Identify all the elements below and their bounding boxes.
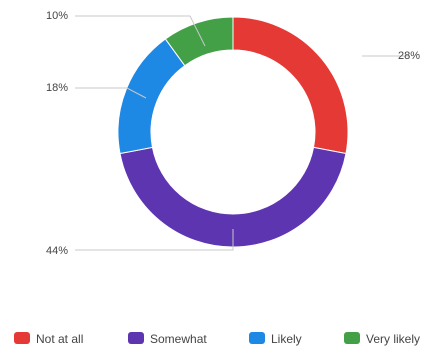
leader-line-likely (75, 87, 147, 99)
data-label-not-at-all: 28% (398, 50, 420, 62)
legend-label-likely: Likely (271, 332, 302, 346)
slice-very-likely (164, 16, 234, 67)
data-label-likely: 18% (46, 82, 68, 94)
leader-line-very-likely (75, 15, 206, 47)
legend-label-not-at-all: Not at all (36, 332, 83, 346)
legend-item-somewhat: Somewhat (128, 332, 207, 346)
legend-swatch-not-at-all (14, 332, 30, 344)
leader-lines (75, 15, 410, 251)
slice-likely (117, 38, 186, 155)
leader-line-somewhat (75, 229, 234, 251)
data-label-very-likely: 10% (46, 10, 68, 22)
slice-not-at-all (232, 16, 349, 155)
donut-slices (117, 16, 349, 248)
legend-label-very-likely: Very likely (366, 332, 420, 346)
legend-swatch-very-likely (344, 332, 360, 344)
data-label-somewhat: 44% (46, 245, 68, 257)
legend-label-somewhat: Somewhat (150, 332, 207, 346)
legend-item-likely: Likely (249, 332, 302, 346)
legend-item-not-at-all: Not at all (14, 332, 83, 346)
legend-swatch-likely (249, 332, 265, 344)
legend: Not at all Somewhat Likely Very likely (14, 332, 420, 346)
slice-somewhat (119, 146, 347, 248)
percentage-labels: 28% 44% 18% 10% (46, 10, 420, 257)
legend-item-very-likely: Very likely (344, 332, 420, 346)
legend-swatch-somewhat (128, 332, 144, 344)
